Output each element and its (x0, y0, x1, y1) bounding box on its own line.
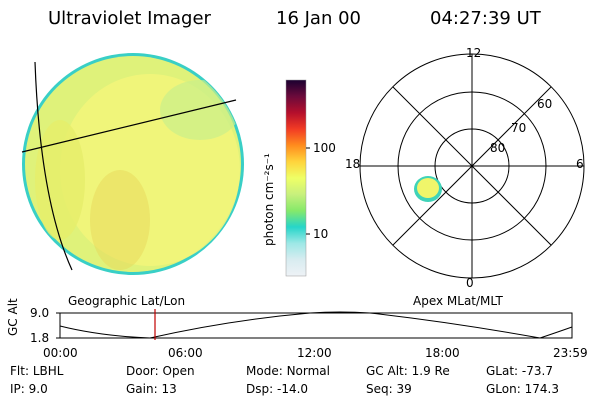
mlt-label-12: 12 (466, 46, 482, 60)
status-ip: IP: 9.0 (10, 382, 48, 396)
mlt-label-6: 6 (576, 157, 584, 171)
lat-label-70: 70 (511, 121, 527, 135)
observation-date: 16 Jan 00 (276, 8, 361, 29)
mlt-label-18: 18 (345, 157, 361, 171)
timeline-x-0600: 06:00 (168, 346, 203, 360)
status-door: Door: Open (126, 364, 195, 378)
colorbar-tick-100: 100 (313, 141, 336, 155)
status-glat: GLat: -73.7 (486, 364, 553, 378)
timeline-x-1800: 18:00 (425, 346, 460, 360)
mlt-label-0: 0 (466, 276, 474, 290)
polar-grid (359, 53, 585, 279)
polar-aurora-blob (414, 176, 442, 202)
status-gc-alt: GC Alt: 1.9 Re (366, 364, 450, 378)
geo-latitude-line (21, 99, 237, 153)
status-mode: Mode: Normal (246, 364, 330, 378)
status-dsp: Dsp: -14.0 (246, 382, 309, 396)
timeline-x-1200: 12:00 (297, 346, 332, 360)
instrument-title: Ultraviolet Imager (48, 8, 211, 29)
status-seq: Seq: 39 (366, 382, 412, 396)
colorbar-tick-10: 10 (313, 227, 329, 241)
timeline-y-bottom: 1.8 (30, 331, 50, 345)
timeline-y-top: 9.0 (30, 306, 50, 320)
timeline-axis-label: GC Alt (6, 298, 20, 336)
colorbar (285, 79, 310, 277)
geo-caption: Geographic Lat/Lon (68, 294, 186, 308)
status-filter: Flt: LBHL (10, 364, 64, 378)
timeline-x-0000: 00:00 (43, 346, 78, 360)
polar-caption: Apex MLat/MLT (413, 294, 503, 308)
status-gain: Gain: 13 (126, 382, 177, 396)
observation-time: 04:27:39 UT (430, 8, 541, 29)
status-glon: GLon: 174.3 (486, 382, 559, 396)
timeline-plot (56, 309, 573, 340)
colorbar-unit-label: photon cm⁻²s⁻¹ (262, 153, 276, 246)
timeline-x-2359: 23:59 (553, 346, 588, 360)
geo-longitude-line (34, 61, 73, 271)
uv-image-disk (22, 53, 244, 275)
lat-label-80: 80 (490, 141, 506, 155)
lat-label-60: 60 (537, 97, 553, 111)
